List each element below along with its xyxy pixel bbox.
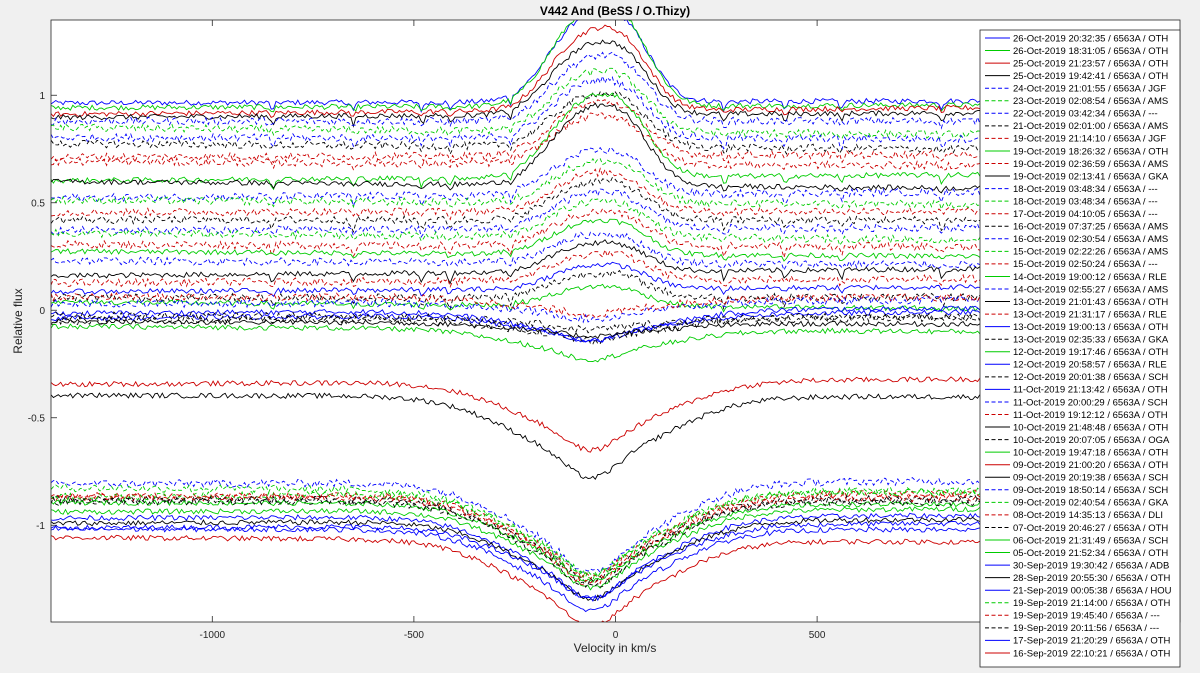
legend-entry: 23-Oct-2019 02:08:54 / 6563A / AMS [1013,96,1168,107]
legend-entry: 17-Oct-2019 04:10:05 / 6563A / --- [1013,209,1158,220]
legend-entry: 11-Oct-2019 20:00:29 / 6563A / SCH [1013,397,1168,408]
legend-entry: 18-Oct-2019 03:48:34 / 6563A / --- [1013,184,1158,195]
legend-entry: 28-Sep-2019 20:55:30 / 6563A / OTH [1013,573,1171,584]
legend-entry: 19-Oct-2019 02:36:59 / 6563A / AMS [1013,159,1168,170]
legend-entry: 14-Oct-2019 19:00:12 / 6563A / RLE [1013,272,1167,283]
x-axis-label: Velocity in km/s [574,641,657,655]
legend-entry: 30-Sep-2019 19:30:42 / 6563A / ADB [1013,560,1169,571]
legend-entry: 17-Sep-2019 21:20:29 / 6563A / OTH [1013,636,1171,647]
legend-entry: 21-Sep-2019 00:05:38 / 6563A / HOU [1013,586,1172,597]
series-line [51,112,1179,171]
legend-entry: 12-Oct-2019 19:17:46 / 6563A / OTH [1013,347,1168,358]
legend-entry: 19-Sep-2019 19:45:40 / 6563A / --- [1013,611,1160,622]
legend-entry: 15-Oct-2019 02:22:26 / 6563A / AMS [1013,247,1168,258]
legend-entry: 07-Oct-2019 20:46:27 / 6563A / OTH [1013,523,1168,534]
legend-entry: 16-Sep-2019 22:10:21 / 6563A / OTH [1013,648,1171,659]
legend-entry: 16-Oct-2019 07:37:25 / 6563A / AMS [1013,222,1168,233]
legend-entry: 24-Oct-2019 21:01:55 / 6563A / JGF [1013,84,1166,95]
series-line [51,483,1179,581]
series-line [51,157,1179,211]
y-tick-label: 1 [39,91,45,102]
legend-entry: 18-Oct-2019 03:48:34 / 6563A / --- [1013,196,1158,207]
legend-entry: 26-Oct-2019 18:31:05 / 6563A / OTH [1013,46,1168,57]
legend-entry: 09-Oct-2019 20:19:38 / 6563A / SCH [1013,473,1168,484]
legend-entry: 09-Oct-2019 18:50:14 / 6563A / SCH [1013,485,1168,496]
legend-entry: 22-Oct-2019 03:42:34 / 6563A / --- [1013,109,1158,120]
legend-entry: 12-Oct-2019 20:58:57 / 6563A / RLE [1013,360,1167,371]
legend-entry: 26-Oct-2019 20:32:35 / 6563A / OTH [1013,33,1168,44]
legend-entry: 09-Oct-2019 21:00:20 / 6563A / OTH [1013,460,1168,471]
legend-box [979,29,1181,668]
legend-entry: 13-Oct-2019 21:31:17 / 6563A / RLE [1013,309,1167,320]
legend-entry: 10-Oct-2019 21:48:48 / 6563A / OTH [1013,422,1168,433]
legend-entry: 10-Oct-2019 19:47:18 / 6563A / OTH [1013,447,1168,458]
y-tick-label: -1 [36,521,45,532]
legend-entry: 16-Oct-2019 02:30:54 / 6563A / AMS [1013,234,1168,245]
legend-entry: 13-Oct-2019 02:35:33 / 6563A / GKA [1013,335,1169,346]
series-line [51,311,1179,334]
series-line [51,51,1179,130]
y-axis-label: Relative flux [11,288,25,353]
series-line [51,269,1179,311]
x-tick-label: 500 [809,630,826,641]
legend-entry: 06-Oct-2019 21:31:49 / 6563A / SCH [1013,535,1168,546]
y-tick-label: 0 [39,306,45,317]
chart-title: V442 And (BeSS / O.Thizy) [540,4,690,18]
y-tick-label: -0.5 [28,413,46,424]
x-tick-label: -1000 [199,630,225,641]
legend-entry: 25-Oct-2019 19:42:41 / 6563A / OTH [1013,71,1168,82]
x-tick-label: -500 [404,630,424,641]
legend-entry: 12-Oct-2019 20:01:38 / 6563A / SCH [1013,372,1168,383]
legend-entry: 14-Oct-2019 02:55:27 / 6563A / AMS [1013,284,1168,295]
legend-entry: 13-Oct-2019 19:00:13 / 6563A / OTH [1013,322,1168,333]
legend-entry: 11-Oct-2019 21:13:42 / 6563A / OTH [1013,385,1168,396]
legend-entry: 09-Oct-2019 02:40:54 / 6563A / GKA [1013,498,1169,509]
legend-entry: 10-Oct-2019 20:07:05 / 6563A / OGA [1013,435,1170,446]
legend-entry: 25-Oct-2019 21:23:57 / 6563A / OTH [1013,58,1168,69]
legend-entry: 19-Sep-2019 21:14:00 / 6563A / OTH [1013,598,1171,609]
legend: 26-Oct-2019 20:32:35 / 6563A / OTH 26-Oct… [979,29,1181,668]
x-tick-label: 0 [613,630,619,641]
legend-entry: 19-Oct-2019 18:26:32 / 6563A / OTH [1013,146,1168,157]
legend-entry: 11-Oct-2019 19:12:12 / 6563A / OTH [1013,410,1168,421]
legend-entry: 15-Oct-2019 02:50:24 / 6563A / --- [1013,259,1158,270]
legend-entry: 21-Oct-2019 02:01:00 / 6563A / AMS [1013,121,1168,132]
legend-entry: 19-Oct-2019 21:14:10 / 6563A / JGF [1013,134,1166,145]
legend-entry: 13-Oct-2019 21:01:43 / 6563A / OTH [1013,297,1168,308]
legend-entry: 05-Oct-2019 21:52:34 / 6563A / OTH [1013,548,1168,559]
legend-entry: 08-Oct-2019 14:35:13 / 6563A / DLI [1013,510,1163,521]
series-line [51,312,1179,345]
y-tick-label: 0.5 [31,198,45,209]
legend-entry: 19-Sep-2019 20:11:56 / 6563A / --- [1013,623,1159,634]
legend-entry: 19-Oct-2019 02:13:41 / 6563A / GKA [1013,171,1169,182]
